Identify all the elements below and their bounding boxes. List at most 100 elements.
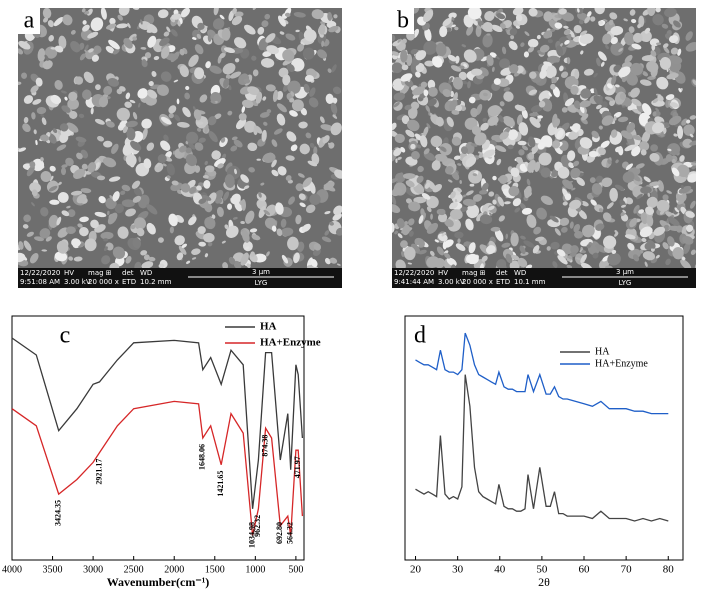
- particle: [394, 146, 399, 150]
- particle: [631, 43, 642, 50]
- particle: [261, 129, 267, 142]
- particle: [162, 163, 167, 167]
- particle: [41, 249, 48, 252]
- particle: [277, 166, 287, 176]
- particle: [435, 147, 440, 151]
- particle: [665, 154, 673, 162]
- particle: [685, 224, 694, 232]
- particle: [123, 38, 133, 49]
- particle: [172, 150, 175, 155]
- particle: [423, 126, 429, 136]
- particle: [642, 71, 649, 77]
- particle: [435, 153, 448, 162]
- particle: [527, 136, 536, 148]
- particle: [543, 61, 553, 67]
- particle: [293, 252, 300, 264]
- particle: [482, 117, 487, 122]
- particle: [567, 255, 573, 260]
- particle: [563, 25, 569, 29]
- particle: [610, 26, 624, 36]
- particle: [224, 174, 235, 188]
- particle: [35, 139, 38, 146]
- particle: [422, 10, 434, 23]
- particle: [484, 10, 495, 22]
- particle: [514, 207, 521, 213]
- particle: [636, 193, 643, 200]
- particle: [244, 246, 250, 250]
- particle: [614, 146, 622, 153]
- particle: [614, 232, 619, 237]
- particle: [499, 101, 505, 107]
- particle: [518, 149, 525, 156]
- particle: [618, 66, 631, 78]
- particle: [103, 246, 108, 252]
- particle: [665, 258, 671, 266]
- particle: [56, 240, 69, 254]
- particle: [178, 245, 187, 255]
- particle: [219, 14, 225, 20]
- particle: [495, 145, 507, 153]
- particle: [334, 169, 342, 179]
- particle: [641, 55, 655, 62]
- particle: [220, 137, 226, 143]
- particle: [429, 250, 435, 257]
- particle: [539, 69, 547, 79]
- info-text: mag ⊞: [462, 269, 486, 277]
- particle: [408, 201, 421, 212]
- particle: [462, 198, 476, 207]
- particle: [160, 46, 170, 59]
- particle: [392, 51, 400, 56]
- particle: [450, 264, 456, 268]
- particle: [329, 257, 338, 264]
- particle: [258, 191, 262, 198]
- particle: [532, 245, 540, 254]
- particle: [101, 255, 111, 265]
- particle: [515, 156, 524, 164]
- particle: [321, 40, 325, 48]
- info-text: 20 000 x: [88, 278, 119, 286]
- particle: [227, 110, 233, 116]
- particle: [508, 185, 520, 197]
- particle: [392, 178, 398, 184]
- particle: [18, 241, 24, 250]
- particle: [212, 18, 225, 30]
- particle: [518, 122, 529, 136]
- peak-label: 1421.65: [216, 471, 225, 497]
- particle: [112, 48, 120, 55]
- particle: [677, 200, 685, 205]
- particle: [417, 165, 424, 173]
- particle: [552, 86, 560, 98]
- particle: [590, 16, 596, 22]
- particle: [48, 35, 54, 42]
- particle: [560, 42, 563, 47]
- particle: [133, 217, 147, 230]
- particle: [208, 130, 218, 143]
- particle: [125, 256, 132, 264]
- particle: [223, 47, 236, 54]
- legend-label: HA+Enzyme: [260, 337, 321, 349]
- particle: [579, 248, 583, 253]
- info-text: 9:51:08 AM: [20, 278, 60, 286]
- particle: [198, 137, 206, 143]
- legend-label: HA+Enzyme: [595, 358, 648, 369]
- particle: [573, 100, 581, 109]
- legend-label: HA: [595, 346, 610, 357]
- particle: [423, 40, 438, 55]
- particle: [176, 252, 184, 261]
- particle: [674, 207, 680, 213]
- particle: [180, 8, 190, 18]
- particle: [667, 236, 675, 247]
- particle: [527, 38, 539, 48]
- particle: [624, 31, 635, 46]
- particle: [223, 77, 230, 89]
- particle: [230, 193, 241, 205]
- particle: [300, 41, 305, 46]
- particle: [560, 71, 569, 78]
- particle: [476, 212, 484, 222]
- particle: [509, 64, 519, 74]
- particle: [564, 97, 575, 107]
- particle: [327, 68, 332, 73]
- particle: [640, 149, 647, 156]
- particle: [71, 238, 81, 247]
